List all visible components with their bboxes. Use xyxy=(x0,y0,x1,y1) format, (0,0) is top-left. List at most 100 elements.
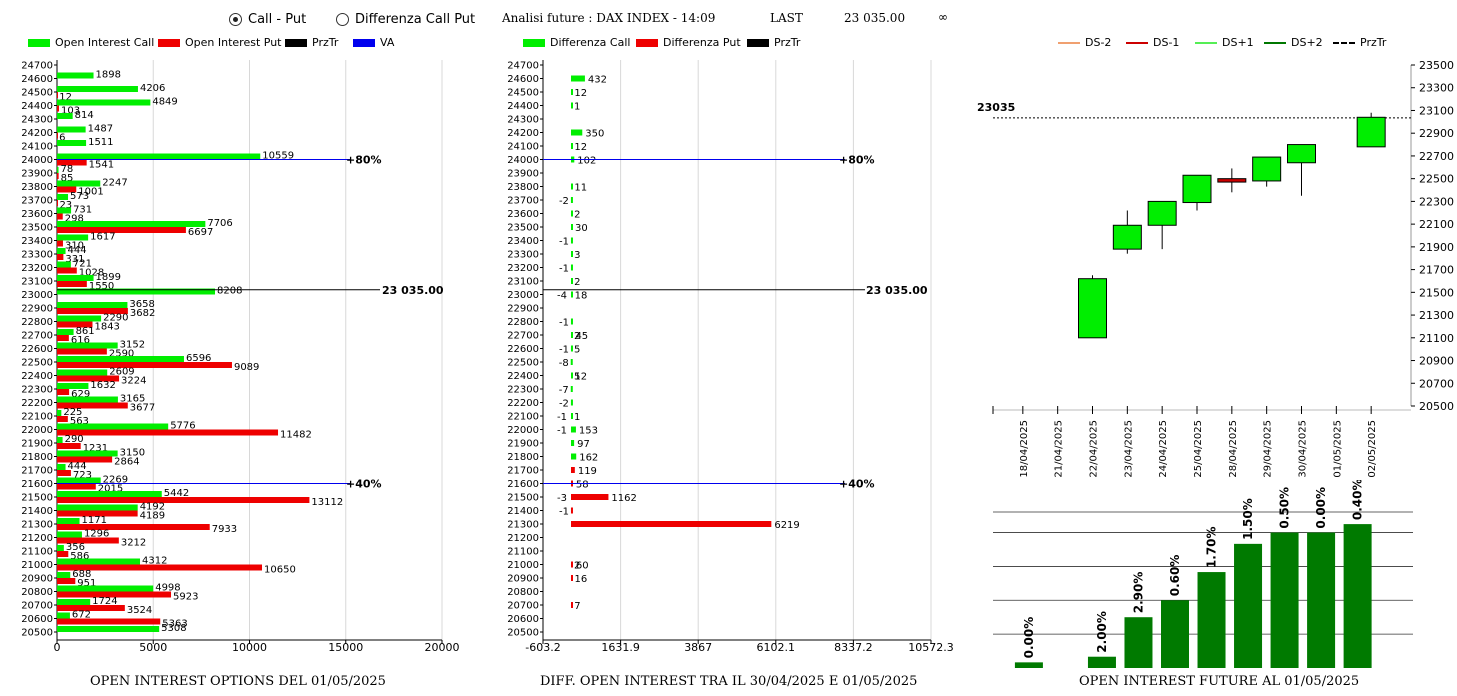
call-bar xyxy=(57,572,71,578)
y-tick-label: 23100 xyxy=(21,277,53,288)
y-tick-label: 21300 xyxy=(507,520,539,531)
put-bar xyxy=(57,92,58,98)
diff-bar xyxy=(571,494,609,500)
put-value-label: 4189 xyxy=(140,511,165,522)
y-tick-label: 20500 xyxy=(21,628,53,639)
y-tick-label: 21200 xyxy=(507,533,539,544)
call-value-label: 672 xyxy=(72,610,91,621)
put-value-label: 12 xyxy=(59,92,72,103)
call-value-label: 3150 xyxy=(120,448,145,459)
put-value-label: 9089 xyxy=(234,362,259,373)
y-tick-label: 24200 xyxy=(21,128,53,139)
diff-extra-label: -3 xyxy=(557,493,567,504)
y-tick-label: 21900 xyxy=(507,439,539,450)
y-tick-label: 22600 xyxy=(21,344,53,355)
y-tick-label: 23300 xyxy=(507,250,539,261)
right-chart-title: OPEN INTEREST FUTURE AL 01/05/2025 xyxy=(1079,674,1360,689)
put-value-label: 951 xyxy=(77,578,96,589)
put-value-label: 103 xyxy=(61,106,80,117)
x-tick-label: 02/05/2025 xyxy=(1367,420,1378,478)
diff-value-label: 12 xyxy=(574,142,587,153)
x-tick-label: 10572.3 xyxy=(908,641,954,654)
put-bar xyxy=(57,186,77,193)
y-tick-label: 24400 xyxy=(507,101,539,112)
y-tick-label: 22100 xyxy=(507,412,539,423)
diff-value-label: 153 xyxy=(579,426,598,437)
oi-bar xyxy=(1087,656,1116,668)
call-bar xyxy=(57,288,216,295)
call-value-label: 721 xyxy=(73,259,92,270)
y-tick-label: 23300 xyxy=(21,250,53,261)
put-value-label: 13112 xyxy=(311,497,343,508)
legend-open-interest-put: Open Interest Put xyxy=(185,36,282,49)
legend-swatch-call xyxy=(28,39,50,47)
x-tick-label: 3867 xyxy=(684,641,712,654)
y-tick-label: 21500 xyxy=(1419,286,1454,299)
put-value-label: 1550 xyxy=(89,281,114,292)
legend-ds+2: DS+2 xyxy=(1291,36,1323,49)
y-tick-label: 22700 xyxy=(1419,150,1454,163)
y-tick-label: 24000 xyxy=(507,155,539,166)
candle-body xyxy=(1252,156,1282,182)
call-value-label: 356 xyxy=(66,542,85,553)
call-bar xyxy=(57,545,64,551)
y-tick-label: 21600 xyxy=(21,479,53,490)
y-tick-label: 20800 xyxy=(21,587,53,598)
legend-line-ds-1 xyxy=(1126,42,1148,44)
call-bar xyxy=(57,315,102,322)
y-tick-label: 23500 xyxy=(507,223,539,234)
radio-call-put-label[interactable]: Call - Put xyxy=(248,12,307,27)
diff-extra-label: 5 xyxy=(574,345,580,356)
put-value-label: 2590 xyxy=(109,349,134,360)
legend-swatch-diff-put xyxy=(636,39,658,47)
y-tick-label: 22500 xyxy=(1419,173,1454,186)
put-value-label: 1843 xyxy=(94,322,119,333)
legend-diff-prztr: PrzTr xyxy=(774,36,801,49)
call-bar xyxy=(57,302,128,308)
y-tick-label: 22500 xyxy=(507,358,539,369)
y-tick-label: 22500 xyxy=(21,358,53,369)
call-bar xyxy=(57,113,73,119)
diff-value-label: -1 xyxy=(559,237,569,248)
x-tick-label: 23/04/2025 xyxy=(1123,420,1134,478)
y-tick-label: 21100 xyxy=(21,547,53,558)
y-tick-label: 23800 xyxy=(21,182,53,193)
diff-extra-label: 5 xyxy=(574,372,580,383)
put-bar xyxy=(57,105,59,112)
call-value-label: 3658 xyxy=(129,299,154,310)
candle-body xyxy=(1287,144,1316,164)
x-tick-label: 0 xyxy=(54,641,61,654)
diff-bar xyxy=(571,561,573,568)
call-bar xyxy=(57,261,71,268)
diff-bar xyxy=(571,224,573,230)
y-tick-label: 23700 xyxy=(21,196,53,207)
radio-differenza-call-put[interactable] xyxy=(336,13,349,26)
put-value-label: 586 xyxy=(70,551,89,562)
radio-call-put[interactable] xyxy=(229,13,242,26)
diff-extra-label: -4 xyxy=(557,291,567,302)
call-bar xyxy=(57,383,89,389)
call-bar xyxy=(57,518,80,524)
call-value-label: 444 xyxy=(68,245,87,256)
call-bar xyxy=(57,585,154,592)
diff-bar xyxy=(571,426,576,433)
y-tick-label: 23100 xyxy=(507,277,539,288)
put-value-label: 3212 xyxy=(121,538,146,549)
diff-value-label: 2 xyxy=(574,210,580,221)
diff-bar xyxy=(571,278,573,284)
call-bar xyxy=(57,126,86,133)
y-tick-label: 21400 xyxy=(507,506,539,517)
diff-bar xyxy=(571,467,575,473)
call-bar xyxy=(57,450,118,457)
y-tick-label: 24000 xyxy=(21,155,53,166)
diff-bar xyxy=(570,197,573,203)
infinity-icon[interactable]: ∞ xyxy=(938,10,948,24)
y-tick-label: 22700 xyxy=(507,331,539,342)
call-value-label: 7706 xyxy=(207,218,232,229)
call-bar xyxy=(57,248,66,254)
put-value-label: 331 xyxy=(65,254,84,265)
call-value-label: 4849 xyxy=(152,97,177,108)
radio-differenza-label[interactable]: Differenza Call Put xyxy=(355,12,476,27)
y-tick-label: 21100 xyxy=(1419,332,1454,345)
